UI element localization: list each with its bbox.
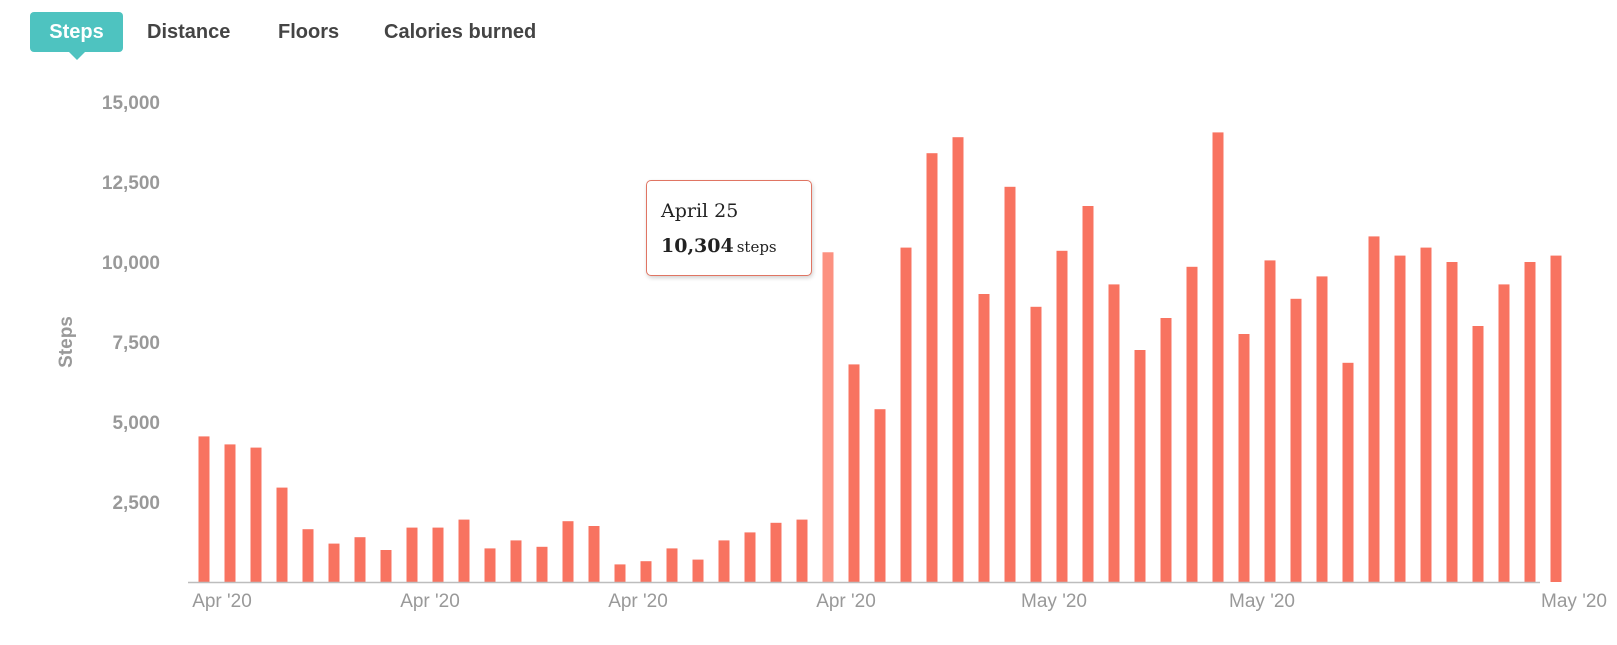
bar	[458, 519, 470, 582]
bar	[1472, 326, 1484, 582]
bar	[484, 548, 496, 582]
bar	[1290, 298, 1302, 582]
bar	[302, 529, 314, 582]
x-tick-label: Apr '20	[608, 591, 668, 612]
x-tick-label: May '20	[1021, 591, 1087, 612]
tooltip-value: 10,304 steps	[661, 235, 777, 257]
y-axis-label: Steps	[56, 316, 77, 368]
y-tick-label: 5,000	[112, 413, 160, 434]
bar	[328, 543, 340, 582]
x-tick-label: May '20	[1541, 591, 1607, 612]
bar	[250, 447, 262, 582]
bar	[718, 540, 730, 582]
y-tick-label: 7,500	[112, 333, 160, 354]
bar	[406, 527, 418, 582]
bar	[510, 540, 522, 582]
tooltip-steps-value: 10,304	[661, 235, 734, 257]
bar	[1056, 250, 1068, 583]
bar	[978, 294, 990, 582]
bar	[1420, 247, 1432, 582]
bar	[1134, 350, 1146, 582]
tooltip-unit: steps	[736, 238, 777, 256]
bar	[744, 532, 756, 582]
bar	[562, 521, 574, 582]
bar	[588, 526, 600, 582]
bar	[1342, 362, 1354, 582]
x-tick-label: Apr '20	[816, 591, 876, 612]
tooltip-date: April 25	[661, 200, 739, 222]
bar	[952, 137, 964, 582]
tab-floors[interactable]: Floors	[278, 21, 340, 43]
y-tick-label: 10,000	[102, 253, 160, 274]
bar	[1368, 236, 1380, 582]
bar	[1498, 284, 1510, 582]
tab-distance[interactable]: Distance	[147, 21, 231, 43]
bar	[770, 522, 782, 582]
bar	[692, 559, 704, 582]
bar	[1446, 262, 1458, 582]
x-tick-label: Apr '20	[192, 591, 252, 612]
x-tick-label: Apr '20	[400, 591, 460, 612]
bar	[1212, 132, 1224, 582]
bar	[666, 548, 678, 582]
bar	[224, 444, 236, 582]
bar	[926, 153, 938, 582]
bar-highlighted	[822, 252, 834, 582]
bar	[276, 487, 288, 582]
bar	[848, 364, 860, 582]
bar	[640, 561, 652, 582]
tab-steps[interactable]: Steps	[30, 12, 123, 60]
x-tick-label: May '20	[1229, 591, 1295, 612]
bar	[900, 247, 912, 582]
bar	[1264, 260, 1276, 582]
tab-calories-burned[interactable]: Calories burned	[384, 21, 537, 43]
y-tick-label: 12,500	[102, 173, 160, 194]
bar	[1030, 306, 1042, 582]
bar	[1108, 284, 1120, 582]
bar	[1238, 334, 1250, 582]
bar	[874, 409, 886, 582]
bar-tooltip: April 25 10,304 steps	[646, 180, 812, 276]
bar	[1186, 266, 1198, 582]
bar	[796, 519, 808, 582]
bar	[1524, 262, 1536, 582]
bar	[536, 546, 548, 582]
bar	[1316, 276, 1328, 582]
bar	[1394, 255, 1406, 582]
y-tick-label: 15,000	[102, 93, 160, 114]
bar	[198, 436, 210, 582]
bar	[1160, 318, 1172, 582]
bar	[432, 527, 444, 582]
bar	[614, 564, 626, 582]
bar	[354, 537, 366, 582]
bar	[1550, 255, 1562, 582]
bar	[380, 550, 392, 582]
bar	[1004, 186, 1016, 583]
bar	[1082, 206, 1094, 582]
y-tick-label: 2,500	[112, 493, 160, 514]
